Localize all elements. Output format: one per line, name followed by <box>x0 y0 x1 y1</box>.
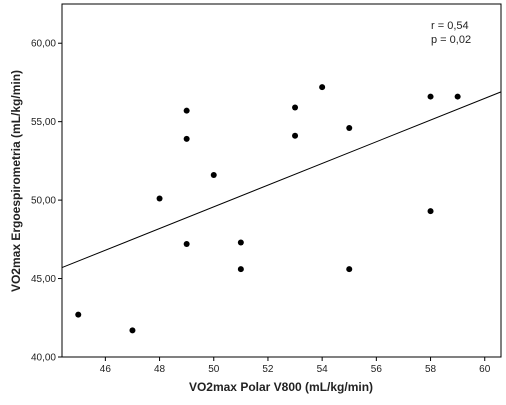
data-point <box>156 195 163 202</box>
x-tick-label: 50 <box>208 364 220 375</box>
y-axis-title: VO2max Ergoespirometria (mL/kg/min) <box>9 70 23 292</box>
data-point <box>237 266 244 273</box>
y-tick-label: 45,00 <box>31 274 56 285</box>
data-point <box>183 135 190 142</box>
data-point <box>183 241 190 248</box>
data-point <box>427 93 434 100</box>
annotation-p: p = 0,02 <box>431 34 471 46</box>
data-point <box>292 132 299 139</box>
data-point <box>346 124 353 131</box>
x-tick-label: 52 <box>262 364 274 375</box>
regression-line <box>61 91 502 269</box>
x-axis: 46 48 50 52 54 56 58 60 <box>100 357 491 375</box>
data-point <box>129 327 136 334</box>
y-tick-label: 60,00 <box>31 39 56 50</box>
data-point <box>454 93 461 100</box>
x-tick-label: 60 <box>479 364 491 375</box>
y-tick-label: 40,00 <box>31 353 56 364</box>
annotation-r: r = 0,54 <box>431 20 469 32</box>
x-tick-label: 46 <box>100 364 112 375</box>
data-point <box>183 107 190 114</box>
x-tick-label: 56 <box>371 364 383 375</box>
y-axis: 40,00 45,00 50,00 55,00 60,00 <box>31 39 62 364</box>
data-point <box>210 172 217 179</box>
data-point <box>427 208 434 215</box>
data-point <box>75 311 82 318</box>
x-tick-label: 58 <box>425 364 437 375</box>
x-tick-label: 54 <box>317 364 329 375</box>
data-point <box>292 104 299 111</box>
data-point <box>346 266 353 273</box>
x-tick-label: 48 <box>154 364 166 375</box>
data-points <box>75 84 461 334</box>
x-axis-title: VO2max Polar V800 (mL/kg/min) <box>189 380 373 394</box>
plot-area <box>61 3 502 358</box>
data-point <box>237 239 244 246</box>
y-tick-label: 55,00 <box>31 117 56 128</box>
y-tick-label: 50,00 <box>31 196 56 207</box>
data-point <box>319 84 326 91</box>
